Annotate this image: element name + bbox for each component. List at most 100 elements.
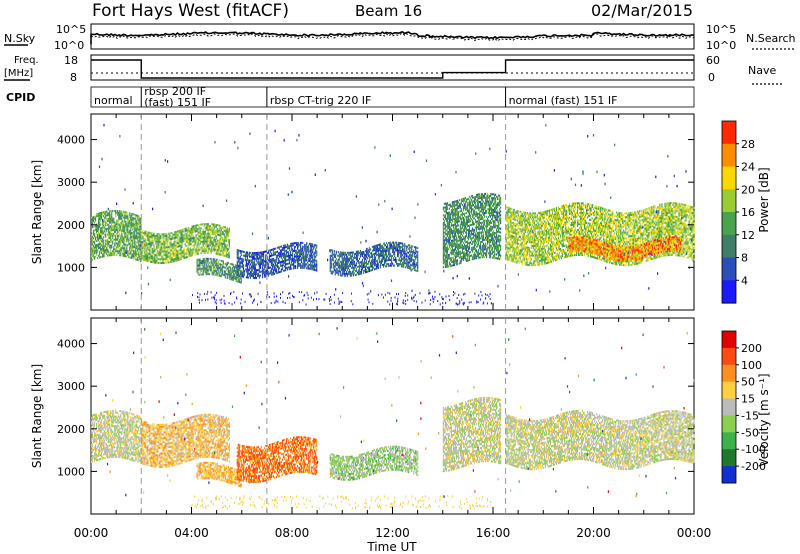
range-gate-cell (221, 273, 222, 275)
range-gate-cell (207, 242, 208, 244)
range-gate-cell (208, 260, 209, 262)
range-gate-cell (112, 237, 113, 239)
range-gate-cell (103, 236, 104, 238)
range-gate-cell (212, 246, 213, 248)
range-gate-cell (120, 228, 121, 230)
range-gate-cell (101, 216, 102, 218)
range-gate-cell (214, 258, 215, 260)
range-gate-cell (451, 228, 452, 230)
range-gate-cell (210, 264, 211, 266)
range-gate-cell (118, 237, 119, 239)
range-gate-cell (121, 233, 122, 235)
range-gate-cell (353, 271, 354, 273)
range-gate-cell (202, 223, 203, 225)
range-gate-cell (484, 229, 485, 231)
range-gate-cell (476, 228, 477, 230)
range-gate-cell (316, 266, 317, 268)
range-gate-cell (168, 246, 169, 248)
range-gate-cell (464, 219, 465, 221)
range-gate-cell (462, 240, 463, 242)
range-gate-cell (469, 227, 470, 229)
range-gate-cell (120, 214, 121, 216)
range-gate-cell (181, 250, 182, 252)
range-gate-cell (368, 263, 369, 265)
range-gate-cell (484, 222, 485, 224)
range-gate-cell (101, 212, 102, 214)
range-gate-cell (217, 228, 218, 230)
range-gate-cell (244, 274, 245, 276)
range-gate-cell (138, 215, 139, 217)
range-gate-cell (472, 251, 473, 253)
range-gate-cell (338, 274, 339, 276)
range-gate-cell (460, 205, 461, 207)
nave-tick-top: 60 (706, 54, 720, 67)
range-gate-cell (312, 251, 313, 253)
cpid-segment-label-2: (fast) 151 IF (144, 96, 211, 109)
range-gate-cell (458, 213, 459, 215)
range-gate-cell (222, 270, 223, 272)
range-gate-cell (443, 237, 444, 239)
range-gate-cell (241, 271, 242, 273)
range-gate-cell (208, 250, 209, 252)
range-gate-cell (115, 216, 116, 218)
range-gate-cell (209, 273, 210, 275)
range-gate-cell (187, 256, 188, 258)
range-gate-cell (256, 260, 257, 262)
frequency-panel: Freq. [MHz] 18 8 60 0 Nave (4, 54, 782, 84)
range-gate-cell (160, 241, 161, 243)
range-gate-cell (295, 261, 296, 263)
range-gate-cell (348, 261, 349, 263)
range-gate-cell (356, 262, 357, 264)
range-gate-cell (101, 248, 102, 250)
range-gate-cell (257, 256, 258, 258)
range-gate-cell (282, 264, 283, 266)
range-gate-cell (157, 250, 158, 252)
range-gate-cell (214, 227, 215, 229)
range-gate-cell (481, 214, 482, 216)
range-gate-cell (338, 261, 339, 263)
range-gate-cell (389, 251, 390, 253)
range-gate-cell (227, 227, 228, 229)
cpid-segment-label: normal (fast) 151 IF (509, 94, 618, 107)
range-gate-cell (391, 257, 392, 259)
range-gate-cell (486, 252, 487, 254)
range-gate-cell (353, 251, 354, 253)
range-gate-cell (140, 222, 141, 224)
range-gate-cell (216, 237, 217, 239)
freq-label-line1: Freq. (14, 55, 39, 66)
radar-summary-plot: Fort Hays West (fitACF) Beam 16 02/Mar/2… (0, 0, 800, 554)
range-gate-cell (444, 222, 445, 224)
range-gate-cell (265, 256, 266, 258)
range-gate-cell (447, 262, 448, 264)
range-gate-cell (372, 269, 373, 271)
range-gate-cell (212, 227, 213, 229)
range-gate-cell (391, 261, 392, 263)
range-gate-cell (115, 244, 116, 246)
range-gate-cell (304, 267, 305, 269)
range-gate-cell (462, 252, 463, 254)
range-gate-cell (211, 260, 212, 262)
range-gate-cell (115, 241, 116, 243)
range-gate-cell (101, 239, 102, 241)
range-gate-cell (466, 212, 467, 214)
range-gate-cell (297, 253, 298, 255)
range-gate-cell (204, 264, 205, 266)
range-gate-cell (354, 261, 355, 263)
range-gate-cell (470, 251, 471, 253)
range-gate-cell (417, 270, 418, 272)
range-gate-cell (128, 241, 129, 243)
range-gate-cell (483, 243, 484, 245)
range-gate-cell (446, 210, 447, 212)
range-gate-cell (204, 266, 205, 268)
range-gate-cell (200, 230, 201, 232)
range-gate-cell (177, 250, 178, 252)
range-gate-cell (316, 262, 317, 264)
range-gate-cell (208, 240, 209, 242)
range-gate-cell (168, 233, 169, 235)
range-gate-cell (382, 245, 383, 247)
range-gate-cell (299, 257, 300, 259)
range-gate-cell (443, 257, 444, 259)
range-gate-cell (213, 274, 214, 276)
range-gate-cell (207, 267, 208, 269)
range-gate-cell (196, 240, 197, 242)
